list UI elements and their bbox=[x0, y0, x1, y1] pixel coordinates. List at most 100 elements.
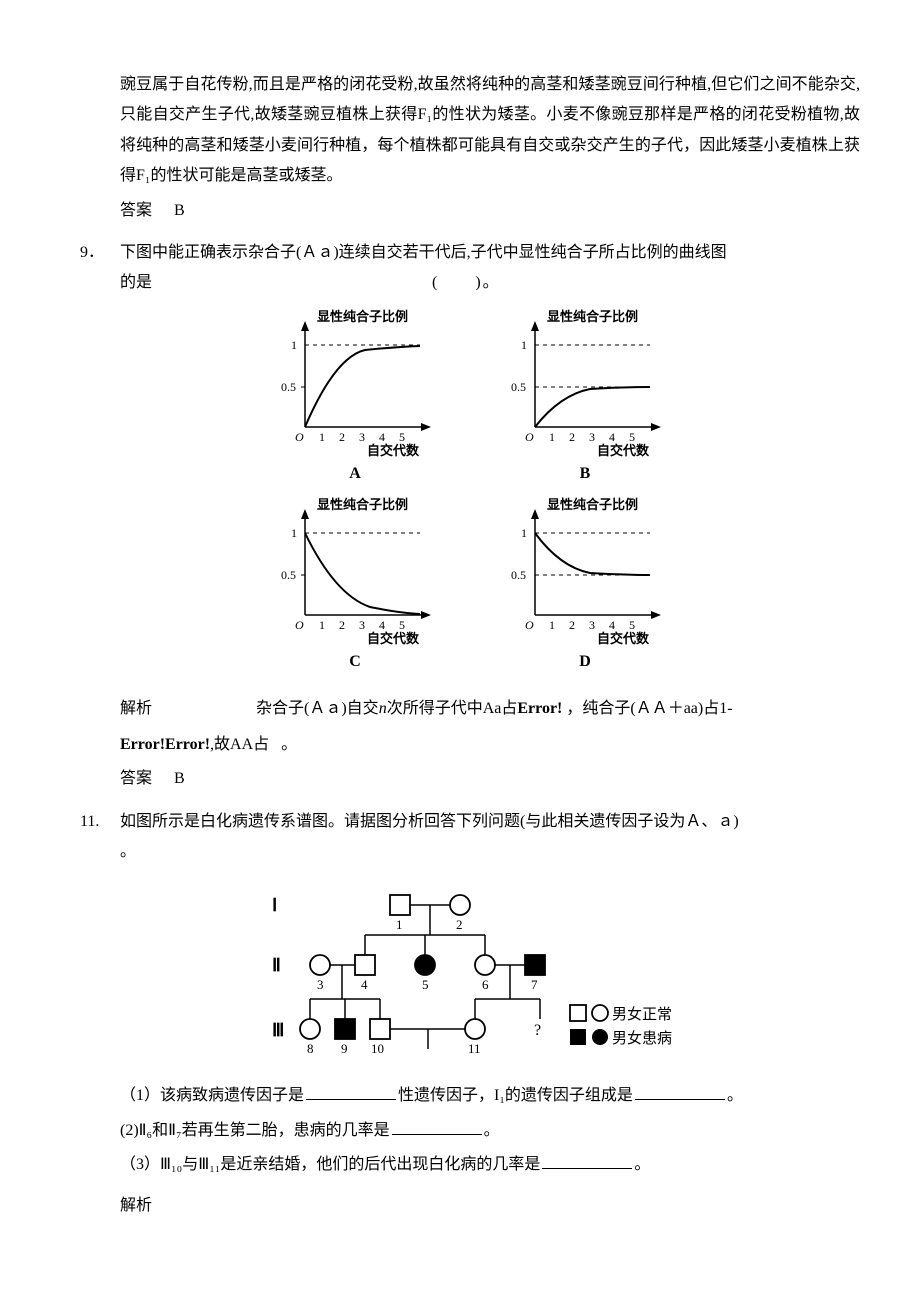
explain-text-5: 。 bbox=[281, 736, 297, 753]
svg-text:O: O bbox=[525, 430, 534, 444]
chart-B: 显性纯合子比例 1 0.5 O 1 2 3 4 5 自交代数 bbox=[495, 307, 675, 489]
chart-label-C: C bbox=[349, 647, 361, 677]
explain-text-2: 次所得子代中Aa占 bbox=[387, 700, 518, 717]
sq2-b: 。 bbox=[484, 1122, 500, 1139]
pedigree-diagram: Ⅰ Ⅱ Ⅲ 1 2 3 4 5 6 7 bbox=[80, 881, 860, 1071]
svg-text:11: 11 bbox=[468, 1041, 481, 1056]
svg-text:显性纯合子比例: 显性纯合子比例 bbox=[317, 309, 408, 324]
chart-label-D: D bbox=[579, 647, 591, 677]
svg-text:4: 4 bbox=[361, 977, 368, 992]
var-n: n bbox=[379, 700, 387, 717]
svg-text:自交代数: 自交代数 bbox=[367, 631, 420, 645]
error-text-3: Error! bbox=[165, 736, 210, 753]
charts-grid: 显性纯合子比例 1 0.5 O 1 2 3 4 5 自交代数 bbox=[80, 307, 860, 684]
svg-text:2: 2 bbox=[339, 430, 345, 444]
explain-text-1: 杂合子(Ａａ)自交 bbox=[256, 700, 379, 717]
svg-text:2: 2 bbox=[569, 430, 575, 444]
explain-text-3: ，纯合子(ＡＡ＋aa)占1- bbox=[566, 700, 732, 717]
sq2-a: (2)Ⅱ₆和Ⅱ₇若再生第二胎，患病的几率是 bbox=[120, 1122, 390, 1139]
svg-text:2: 2 bbox=[569, 618, 575, 632]
error-text-1: Error! bbox=[517, 700, 562, 717]
answer-label-9: 答案 bbox=[120, 770, 152, 787]
explain-text-4: ,故AA占 bbox=[210, 736, 269, 753]
chart-label-A: A bbox=[349, 459, 361, 489]
sub-question-3: （3）Ⅲ₁₀与Ⅲ₁₁是近亲结婚，他们的后代出现白化病的几率是 。 bbox=[120, 1150, 860, 1180]
question-text-2: 的是 bbox=[120, 268, 152, 298]
sq3-a: （3）Ⅲ₁₀与Ⅲ₁₁是近亲结婚，他们的后代出现白化病的几率是 bbox=[120, 1156, 540, 1173]
svg-text:5: 5 bbox=[629, 430, 635, 444]
blank-3 bbox=[392, 1118, 482, 1135]
svg-text:1: 1 bbox=[291, 338, 297, 352]
pedigree-svg: Ⅰ Ⅱ Ⅲ 1 2 3 4 5 6 7 bbox=[250, 881, 690, 1071]
svg-text:4: 4 bbox=[379, 430, 385, 444]
svg-text:3: 3 bbox=[359, 430, 365, 444]
svg-text:?: ? bbox=[534, 1022, 541, 1039]
svg-text:8: 8 bbox=[307, 1041, 314, 1056]
chart-svg-D: 显性纯合子比例 1 0.5 O 1 2 3 4 5 自交代数 bbox=[495, 495, 675, 645]
question-11: 11. 如图所示是白化病遗传系谱图。请据图分析回答下列问题(与此相关遗传因子设为… bbox=[80, 807, 860, 868]
question-11-text-2: 。 bbox=[120, 837, 860, 867]
blank-2 bbox=[635, 1083, 725, 1100]
svg-text:1: 1 bbox=[549, 430, 555, 444]
chart-svg-A: 显性纯合子比例 1 0.5 O 1 2 3 4 5 自交代数 bbox=[265, 307, 445, 457]
svg-text:自交代数: 自交代数 bbox=[597, 631, 650, 645]
explanation-paragraph: 豌豆属于自花传粉,而且是严格的闭花受粉,故虽然将纯种的高茎和矮茎豌豆间行种植,但… bbox=[120, 70, 860, 192]
svg-text:O: O bbox=[295, 618, 304, 632]
answer-value-9: B bbox=[174, 770, 185, 787]
chart-svg-B: 显性纯合子比例 1 0.5 O 1 2 3 4 5 自交代数 bbox=[495, 307, 675, 457]
explanation-9-line2: Error!Error!,故AA占 。 bbox=[120, 730, 860, 760]
sq1-b: 性遗传因子，I₁的遗传因子组成是 bbox=[398, 1087, 633, 1104]
error-text-2: Error! bbox=[120, 736, 165, 753]
svg-text:0.5: 0.5 bbox=[511, 568, 526, 582]
svg-text:10: 10 bbox=[371, 1041, 384, 1056]
svg-text:男女正常: 男女正常 bbox=[612, 1005, 672, 1023]
answer-label: 答案 bbox=[120, 202, 152, 219]
svg-text:5: 5 bbox=[422, 977, 429, 992]
svg-text:6: 6 bbox=[482, 977, 489, 992]
svg-text:1: 1 bbox=[549, 618, 555, 632]
svg-text:7: 7 bbox=[531, 977, 538, 992]
svg-text:男女患病: 男女患病 bbox=[612, 1029, 672, 1047]
svg-text:O: O bbox=[525, 618, 534, 632]
explain-label: 解析 bbox=[120, 700, 152, 717]
sub-question-1: （1）该病致病遗传因子是性遗传因子，I₁的遗传因子组成是。 bbox=[120, 1081, 860, 1111]
svg-text:3: 3 bbox=[359, 618, 365, 632]
svg-text:5: 5 bbox=[399, 430, 405, 444]
svg-text:4: 4 bbox=[609, 430, 615, 444]
question-number-11: 11. bbox=[80, 807, 120, 837]
svg-text:0.5: 0.5 bbox=[281, 380, 296, 394]
svg-text:Ⅱ: Ⅱ bbox=[272, 955, 281, 975]
answer-8: 答案 B bbox=[120, 196, 860, 226]
svg-text:1: 1 bbox=[521, 338, 527, 352]
chart-svg-C: 显性纯合子比例 1 0.5 O 1 2 3 4 5 自交代数 bbox=[265, 495, 445, 645]
svg-text:自交代数: 自交代数 bbox=[367, 443, 420, 457]
explanation-11-label: 解析 bbox=[120, 1191, 860, 1221]
sub-question-2: (2)Ⅱ₆和Ⅱ₇若再生第二胎，患病的几率是 。 bbox=[120, 1116, 860, 1146]
answer-value: B bbox=[174, 202, 185, 219]
svg-text:2: 2 bbox=[456, 917, 463, 932]
svg-text:显性纯合子比例: 显性纯合子比例 bbox=[547, 309, 638, 324]
svg-text:Ⅲ: Ⅲ bbox=[272, 1020, 284, 1040]
explanation-9: 解析 杂合子(Ａａ)自交n次所得子代中Aa占Error! ，纯合子(ＡＡ＋aa)… bbox=[120, 694, 860, 724]
svg-text:2: 2 bbox=[339, 618, 345, 632]
question-11-text: 如图所示是白化病遗传系谱图。请据图分析回答下列问题(与此相关遗传因子设为Ａ、ａ) bbox=[120, 813, 739, 830]
sq3-b: 。 bbox=[634, 1156, 650, 1173]
svg-text:0.5: 0.5 bbox=[511, 380, 526, 394]
svg-text:显性纯合子比例: 显性纯合子比例 bbox=[547, 497, 638, 512]
svg-text:5: 5 bbox=[629, 618, 635, 632]
blank-1 bbox=[306, 1083, 396, 1100]
chart-D: 显性纯合子比例 1 0.5 O 1 2 3 4 5 自交代数 bbox=[495, 495, 675, 677]
svg-text:1: 1 bbox=[319, 618, 325, 632]
question-number: 9． bbox=[80, 238, 120, 268]
svg-text:显性纯合子比例: 显性纯合子比例 bbox=[317, 497, 408, 512]
svg-text:O: O bbox=[295, 430, 304, 444]
svg-text:1: 1 bbox=[396, 917, 403, 932]
question-text: 下图中能正确表示杂合子(Ａａ)连续自交若干代后,子代中显性纯合子所占比例的曲线图 bbox=[120, 238, 860, 268]
svg-text:3: 3 bbox=[317, 977, 324, 992]
svg-text:自交代数: 自交代数 bbox=[597, 443, 650, 457]
svg-text:3: 3 bbox=[589, 430, 595, 444]
svg-text:9: 9 bbox=[341, 1041, 348, 1056]
answer-blank-paren: ( )。 bbox=[432, 268, 501, 298]
svg-text:1: 1 bbox=[319, 430, 325, 444]
sq1-c: 。 bbox=[727, 1087, 743, 1104]
